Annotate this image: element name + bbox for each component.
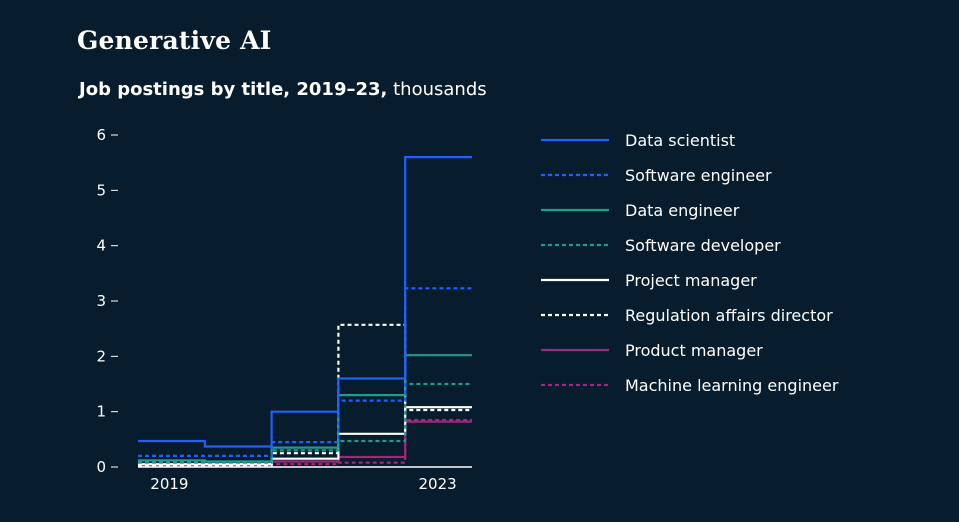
subtitle-main: Job postings by title, 2019–23, (79, 79, 388, 100)
y-tick-label: 1 (96, 403, 106, 421)
chart-subtitle: Job postings by title, 2019–23, thousand… (79, 79, 487, 100)
legend: Data scientist Software engineer Data engi… (541, 131, 839, 395)
subtitle-unit: thousands (393, 79, 487, 100)
y-axis: 0 1 2 3 4 5 6 (96, 126, 118, 476)
x-tick-label: 2023 (419, 475, 457, 493)
y-tick-label: 3 (96, 292, 106, 310)
x-tick-label: 2019 (150, 475, 188, 493)
series-line-data-scientist (138, 156, 472, 448)
series-line-software-engineer (138, 287, 472, 457)
legend-label: Software engineer (625, 166, 772, 185)
series-layer (138, 156, 472, 467)
series-line-software-developer (138, 382, 472, 464)
y-tick-label: 4 (96, 237, 106, 255)
legend-label: Data engineer (625, 201, 740, 220)
series-line-regulation-affairs-director (138, 323, 472, 467)
legend-label: Project manager (625, 271, 757, 290)
y-tick-label: 5 (96, 181, 106, 199)
chart-title: Generative AI (77, 26, 272, 55)
legend-label: Data scientist (625, 131, 735, 150)
legend-label: Software developer (625, 236, 781, 255)
series-line-project-manager (138, 406, 472, 466)
y-tick-label: 2 (96, 347, 106, 365)
legend-label: Regulation affairs director (625, 306, 833, 325)
y-tick-label: 6 (96, 126, 106, 144)
legend-label: Product manager (625, 341, 763, 360)
y-tick-label: 0 (96, 458, 106, 476)
x-axis: 2019 2023 (150, 475, 456, 493)
series-line-data-engineer (138, 354, 472, 463)
legend-label: Machine learning engineer (625, 376, 839, 395)
